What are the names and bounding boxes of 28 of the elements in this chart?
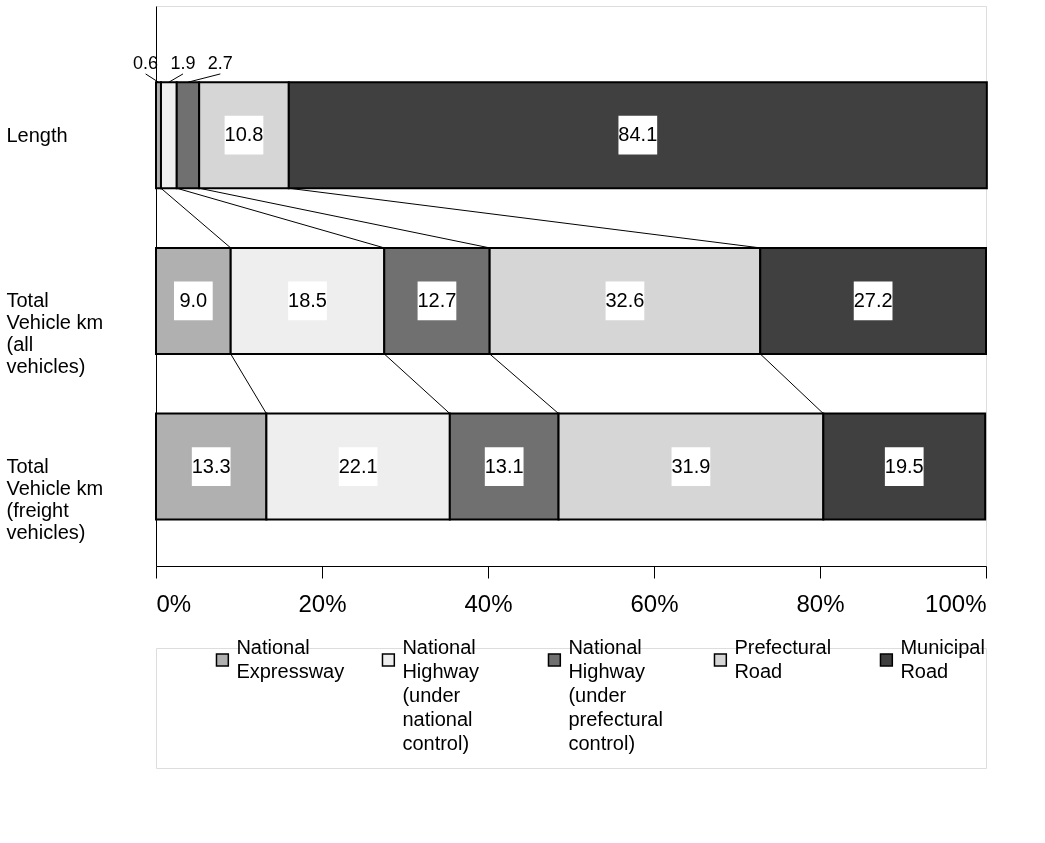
- y-tick-label: Length: [6, 123, 68, 146]
- x-tick-label: 40%: [464, 589, 513, 617]
- legend-label: Municipal Road: [900, 636, 985, 682]
- x-tick-label: 20%: [298, 589, 347, 617]
- data-label: 12.7: [417, 288, 457, 311]
- y-tick-label: Total Vehicle km (freight vehicles): [6, 455, 104, 544]
- data-label: 22.1: [338, 454, 378, 477]
- legend-label: National Highway (under prefectural control): [568, 636, 663, 754]
- y-tick-label: Total Vehicle km (all vehicles): [6, 289, 104, 378]
- x-tick-label: 60%: [630, 589, 679, 617]
- data-label: 84.1: [618, 123, 658, 146]
- data-label: 32.6: [605, 288, 645, 311]
- data-label: 31.9: [671, 454, 711, 477]
- data-label: 1.9: [170, 52, 196, 73]
- data-label: 2.7: [207, 52, 233, 73]
- data-label: 9.0: [179, 288, 208, 311]
- data-label: 19.5: [884, 454, 924, 477]
- data-label: 18.5: [288, 288, 327, 311]
- x-tick-label: 80%: [796, 589, 845, 617]
- data-label: 27.2: [853, 288, 893, 311]
- x-tick-label: 0%: [156, 589, 192, 617]
- legend-label: National Expressway: [236, 636, 345, 682]
- data-label: 13.3: [191, 454, 231, 477]
- data-label: 13.1: [484, 454, 524, 477]
- x-tick-label: 100%: [925, 589, 987, 617]
- data-label: 10.8: [224, 123, 264, 146]
- legend-label: Prefectural Road: [734, 636, 832, 682]
- legend-label: National Highway (under national control): [402, 636, 480, 754]
